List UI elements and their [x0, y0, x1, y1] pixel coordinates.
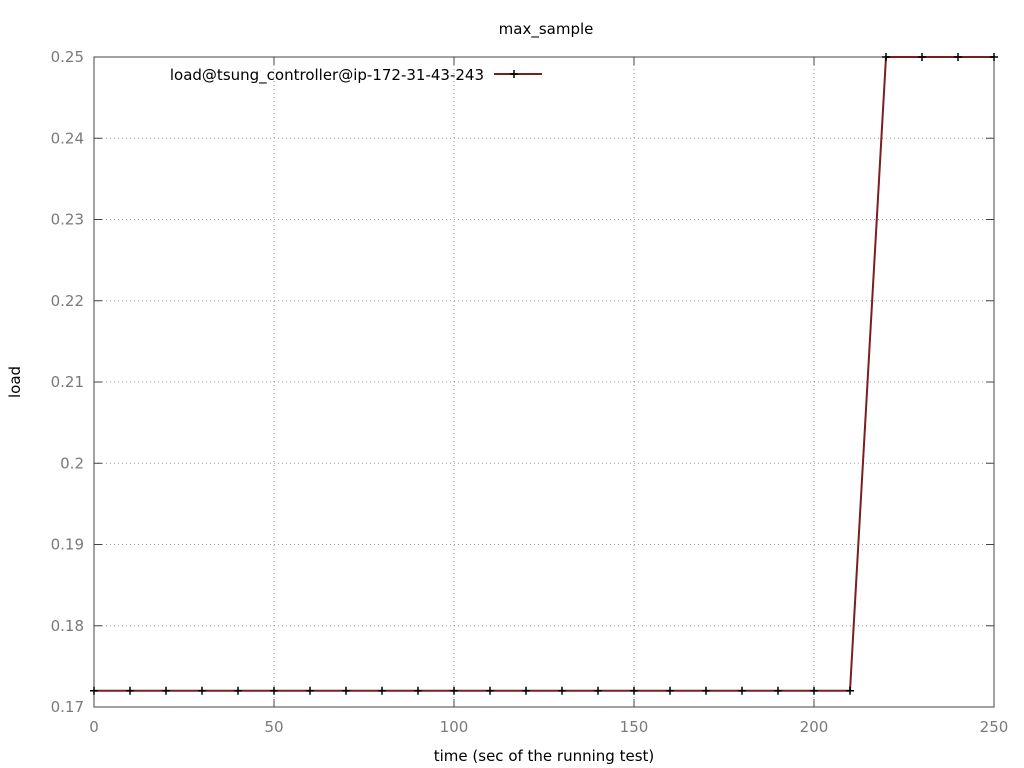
- data-point: [702, 686, 710, 695]
- y-tick-label: 0.2: [60, 454, 84, 472]
- x-tick-label: 100: [440, 718, 469, 736]
- data-point: [450, 686, 458, 695]
- data-point: [198, 686, 206, 695]
- y-tick-label: 0.23: [51, 211, 84, 229]
- data-point: [810, 686, 818, 695]
- y-tick-label: 0.22: [51, 292, 84, 310]
- data-point: [774, 686, 782, 695]
- x-tick-label: 50: [264, 718, 283, 736]
- y-tick-label: 0.24: [51, 129, 84, 147]
- data-point: [990, 53, 998, 61]
- y-tick-label: 0.25: [51, 48, 84, 66]
- data-point: [738, 686, 746, 695]
- data-point: [486, 686, 494, 695]
- y-axis-title: load: [6, 366, 24, 398]
- data-point: [270, 686, 278, 695]
- data-point: [522, 686, 530, 695]
- legend-label: load@tsung_controller@ip-172-31-43-243: [170, 66, 484, 85]
- series-line: [94, 56, 994, 692]
- data-point: [594, 686, 602, 695]
- data-point: [414, 686, 422, 695]
- x-tick-label: 0: [89, 718, 99, 736]
- grid: [93, 56, 995, 708]
- data-point: [306, 686, 314, 695]
- chart-title: max_sample: [499, 20, 594, 39]
- data-point: [666, 686, 674, 695]
- legend: load@tsung_controller@ip-172-31-43-243: [170, 66, 542, 85]
- x-tick-label: 250: [980, 718, 1009, 736]
- data-point: [378, 686, 386, 695]
- data-point: [954, 53, 962, 61]
- y-tick-label: 0.21: [51, 373, 84, 391]
- data-point: [630, 686, 638, 695]
- series-layer: [90, 53, 998, 695]
- x-tick-label: 150: [620, 718, 649, 736]
- x-axis-title: time (sec of the running test): [434, 747, 655, 765]
- data-point: [882, 53, 890, 61]
- data-point: [162, 686, 170, 695]
- data-point: [918, 53, 926, 61]
- y-tick-label: 0.19: [51, 536, 84, 554]
- data-point: [126, 686, 134, 695]
- legend-marker: [510, 70, 518, 78]
- y-tick-label: 0.17: [51, 698, 84, 716]
- y-axis: 0.17 0.18 0.19 0.2 0.21 0.22 0.23 0.24 0.25: [51, 48, 994, 716]
- data-point: [234, 686, 242, 695]
- x-axis: 0 50 100 150 200 250: [89, 57, 1008, 736]
- x-tick-label: 200: [800, 718, 829, 736]
- y-tick-label: 0.18: [51, 617, 84, 635]
- data-point: [558, 686, 566, 695]
- data-point: [342, 686, 350, 695]
- data-point: [846, 686, 854, 695]
- data-point: [90, 686, 98, 695]
